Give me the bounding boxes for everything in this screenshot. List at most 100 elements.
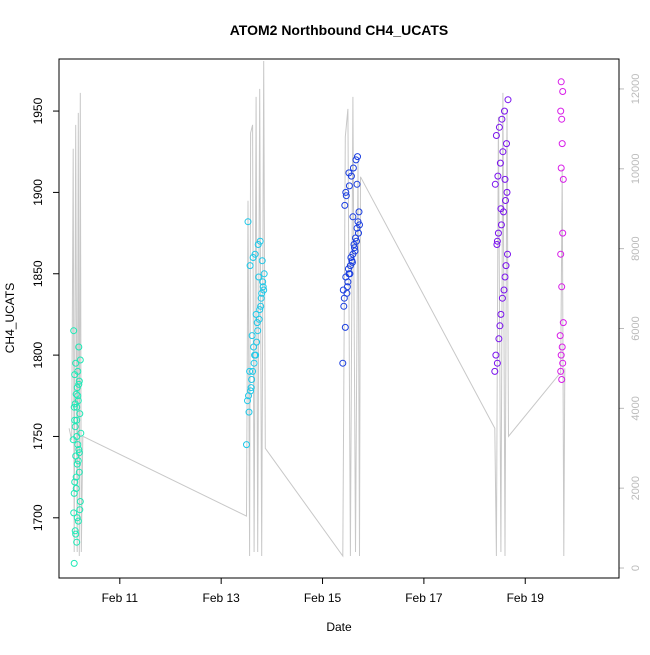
data-point bbox=[70, 489, 78, 497]
data-point bbox=[72, 359, 80, 367]
data-point bbox=[495, 123, 503, 131]
data-point bbox=[74, 441, 82, 449]
y-tick-label: 1850 bbox=[31, 260, 45, 287]
data-point bbox=[498, 115, 506, 123]
data-point bbox=[339, 359, 347, 367]
data-point bbox=[348, 258, 356, 266]
data-point bbox=[557, 107, 565, 115]
data-point bbox=[343, 283, 351, 291]
data-point bbox=[559, 175, 567, 183]
data-point bbox=[557, 78, 565, 86]
data-point bbox=[73, 433, 81, 440]
y-tick-label: 1700 bbox=[31, 504, 45, 531]
data-point bbox=[70, 559, 78, 567]
data-point bbox=[253, 338, 261, 346]
data-point bbox=[71, 478, 79, 486]
data-point bbox=[254, 327, 262, 335]
data-point bbox=[354, 153, 361, 161]
data-point bbox=[250, 359, 258, 367]
data-point bbox=[73, 416, 81, 424]
data-point bbox=[501, 175, 509, 183]
data-point bbox=[74, 392, 82, 400]
data-point bbox=[349, 213, 357, 221]
data-point bbox=[558, 343, 566, 351]
data-point bbox=[255, 273, 263, 281]
altitude-line bbox=[68, 60, 566, 558]
data-point bbox=[494, 229, 502, 237]
data-point bbox=[494, 172, 502, 180]
data-point bbox=[251, 250, 259, 258]
data-point bbox=[558, 283, 566, 291]
data-point bbox=[76, 410, 84, 418]
data-point bbox=[559, 359, 567, 367]
data-point bbox=[244, 397, 251, 405]
data-point bbox=[495, 335, 503, 343]
data-point bbox=[351, 247, 359, 255]
y-tick-label: 1900 bbox=[31, 179, 45, 206]
data-point bbox=[342, 192, 350, 200]
data-point bbox=[75, 468, 83, 476]
data-point bbox=[500, 286, 508, 294]
data-point bbox=[259, 283, 267, 291]
data-point bbox=[354, 218, 362, 226]
y2-tick-label: 10000 bbox=[630, 153, 642, 184]
data-point bbox=[556, 332, 564, 340]
data-point bbox=[349, 164, 357, 172]
data-point bbox=[247, 384, 255, 392]
data-point bbox=[248, 332, 256, 340]
y2-tick-label: 8000 bbox=[630, 236, 642, 260]
series-flight4 bbox=[491, 96, 512, 375]
data-point bbox=[76, 356, 84, 364]
data-point bbox=[75, 343, 83, 351]
data-point bbox=[559, 229, 567, 237]
data-point bbox=[493, 359, 501, 367]
data-point bbox=[353, 180, 361, 188]
data-point bbox=[559, 319, 567, 327]
data-point bbox=[502, 197, 509, 204]
data-point bbox=[558, 376, 566, 383]
chart-title: ATOM2 Northbound CH4_UCATS bbox=[230, 22, 449, 38]
data-point bbox=[71, 527, 79, 535]
y-tick-label: 1750 bbox=[31, 423, 45, 450]
data-point bbox=[253, 319, 261, 327]
data-point bbox=[559, 88, 567, 95]
data-point bbox=[558, 140, 566, 148]
data-point bbox=[503, 188, 511, 196]
data-point bbox=[75, 449, 83, 457]
data-point bbox=[74, 457, 82, 465]
x-tick-label: Feb 13 bbox=[202, 591, 240, 605]
data-point bbox=[497, 310, 505, 318]
data-point bbox=[260, 286, 268, 294]
data-point bbox=[76, 498, 84, 505]
x-tick-label: Feb 15 bbox=[304, 591, 342, 605]
data-point bbox=[252, 310, 260, 318]
data-point bbox=[73, 460, 81, 468]
data-point bbox=[501, 107, 508, 115]
data-point bbox=[73, 403, 81, 411]
data-point bbox=[70, 327, 78, 335]
data-point bbox=[496, 322, 504, 330]
data-point bbox=[492, 132, 500, 139]
data-point bbox=[340, 294, 348, 302]
x-tick-label: Feb 11 bbox=[102, 591, 139, 605]
data-point bbox=[257, 302, 265, 310]
y-axis-label: CH4_UCATS bbox=[3, 283, 17, 353]
data-point bbox=[75, 377, 83, 385]
data-point bbox=[73, 538, 81, 546]
data-point bbox=[245, 392, 252, 400]
series-flight3 bbox=[339, 153, 363, 367]
data-point bbox=[71, 423, 79, 431]
data-point bbox=[75, 446, 83, 453]
series-flight5 bbox=[556, 78, 567, 383]
plot-frame bbox=[58, 58, 620, 579]
data-point bbox=[346, 270, 354, 278]
points-layer bbox=[69, 78, 567, 567]
x-axis-label: Date bbox=[326, 620, 352, 634]
y-tick-label: 1800 bbox=[31, 341, 45, 368]
data-point bbox=[352, 234, 359, 242]
data-point bbox=[353, 237, 360, 245]
data-point bbox=[340, 302, 348, 310]
data-point bbox=[497, 205, 505, 213]
axes-layer: Feb 11 Feb 13 Feb 15 Feb 17 Feb 19 1700 1750 18… bbox=[31, 74, 642, 605]
